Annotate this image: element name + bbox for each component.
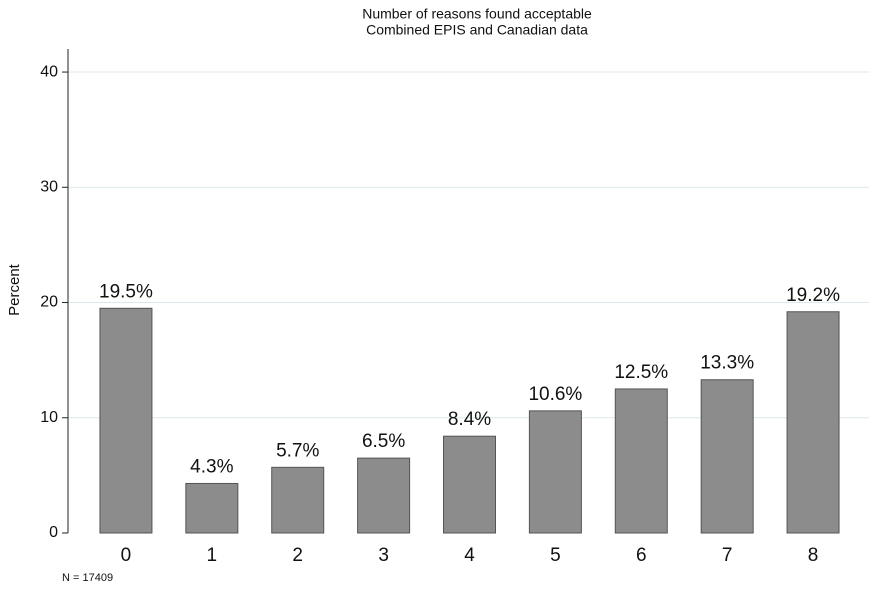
bar (614, 388, 668, 534)
value-label: 10.6% (528, 384, 582, 405)
x-tick-label: 8 (808, 545, 819, 566)
bar (528, 410, 582, 534)
value-label: 5.7% (276, 440, 319, 461)
value-label: 19.2% (786, 285, 840, 306)
y-tick-label: 20 (40, 294, 58, 311)
value-label: 13.3% (700, 353, 754, 374)
x-tick-label: 5 (550, 545, 561, 566)
bar (443, 435, 496, 534)
value-label: 8.4% (448, 409, 491, 430)
bar (786, 311, 840, 534)
value-label: 12.5% (614, 362, 668, 383)
y-axis-label: Percent (6, 263, 23, 316)
value-label: 19.5% (99, 281, 153, 302)
chart-title: Number of reasons found acceptable (362, 6, 592, 22)
x-tick-label: 6 (636, 545, 647, 566)
x-tick-label: 3 (378, 545, 389, 566)
bar (99, 307, 153, 534)
value-label: 6.5% (362, 431, 405, 452)
x-tick-label: 4 (464, 545, 475, 566)
bar (700, 379, 754, 534)
y-tick-label: 40 (40, 63, 58, 80)
bar (185, 482, 239, 534)
y-tick-label: 30 (40, 179, 58, 196)
note: N = 17409 (62, 572, 113, 584)
y-tick-label: 0 (49, 524, 58, 541)
bar (271, 466, 325, 534)
y-tick-label: 10 (40, 409, 58, 426)
value-label: 4.3% (190, 456, 233, 477)
x-tick-label: 1 (207, 545, 218, 566)
x-tick-label: 7 (722, 545, 733, 566)
chart-subtitle: Combined EPIS and Canadian data (366, 22, 588, 38)
x-tick-label: 0 (121, 545, 132, 566)
x-tick-label: 2 (292, 545, 303, 566)
bar (357, 457, 411, 534)
